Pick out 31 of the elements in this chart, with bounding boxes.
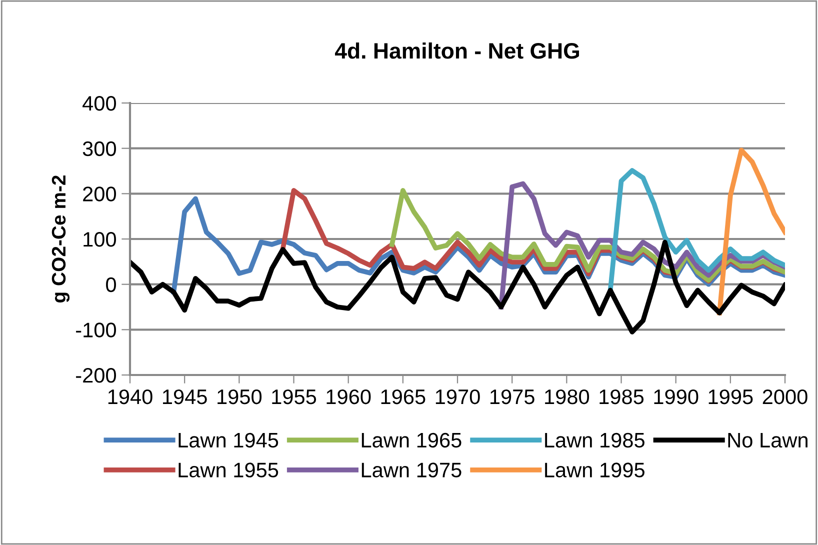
x-tick-label: 1980 xyxy=(545,389,590,404)
x-tick-label: 1955 xyxy=(272,389,316,404)
y-tick-label: 300 xyxy=(82,141,116,156)
y-tick-label: 100 xyxy=(84,232,116,247)
chart-title: 4d. Hamilton - Net GHG xyxy=(334,42,579,59)
legend-label: No Lawn xyxy=(728,433,808,448)
legend-label: Lawn 1945 xyxy=(178,432,278,448)
y-tick-label: 200 xyxy=(83,186,116,202)
x-tick-label: 1960 xyxy=(326,389,371,404)
y-tick-label: 400 xyxy=(82,96,116,111)
x-tick-label: 1985 xyxy=(600,389,644,404)
y-tick-label: 0 xyxy=(106,277,116,292)
legend-label: Lawn 1985 xyxy=(545,432,644,448)
legend-label: Lawn 1955 xyxy=(178,462,278,478)
x-tick-label: 1940 xyxy=(108,389,152,404)
legend-label: Lawn 1975 xyxy=(362,462,462,478)
y-tick-label: -200 xyxy=(76,368,116,383)
line-series xyxy=(390,188,785,283)
x-tick-label: 1965 xyxy=(381,389,426,404)
x-tick-label: 1990 xyxy=(654,389,698,404)
y-axis-title: g CO2-Ce m-2 xyxy=(52,175,70,302)
x-tick-label: 1995 xyxy=(708,389,753,404)
x-tick-label: 2000 xyxy=(762,389,808,404)
x-tick-label: 1950 xyxy=(218,389,262,404)
x-tick-label: 1975 xyxy=(490,389,534,404)
legend-label: Lawn 1995 xyxy=(545,462,644,478)
x-tick-label: 1970 xyxy=(436,389,480,404)
y-tick-label: -100 xyxy=(76,322,116,338)
legend-label: Lawn 1965 xyxy=(362,432,462,448)
x-tick-label: 1945 xyxy=(163,389,207,404)
line-series xyxy=(717,148,785,316)
